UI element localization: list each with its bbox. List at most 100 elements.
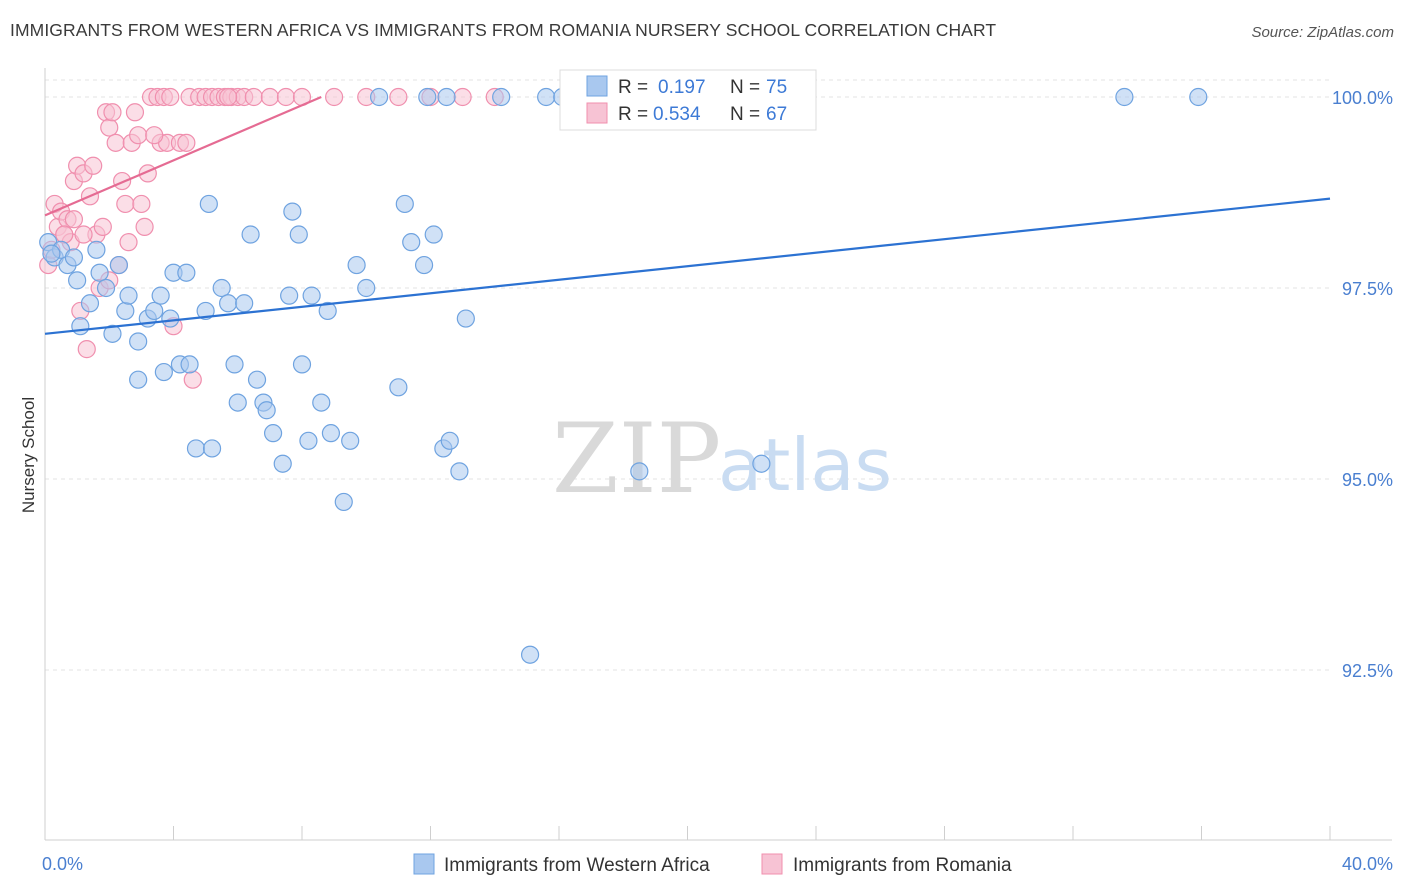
series-legend: Immigrants from Western Africa Immigrant… — [413, 853, 1012, 876]
point-romania-51 — [244, 87, 263, 107]
point-romania-24 — [116, 194, 135, 214]
y-tick-label-3: 92.5% — [1342, 661, 1393, 681]
point-romania-63 — [55, 225, 74, 244]
watermark-atlas: atlas — [718, 423, 892, 507]
series-romania-points — [39, 87, 504, 389]
point-western-africa-46 — [302, 286, 321, 305]
point-romania-57 — [389, 87, 408, 107]
point-western-africa-12 — [109, 255, 128, 275]
point-romania-53 — [276, 87, 296, 107]
point-romania-52 — [260, 87, 279, 107]
point-western-africa-45 — [299, 431, 318, 450]
point-western-africa-42 — [283, 202, 302, 221]
axes — [44, 68, 1392, 841]
point-romania-37 — [161, 87, 180, 107]
point-romania-30 — [135, 217, 154, 236]
source-credit: Source: ZipAtlas.com — [1251, 24, 1394, 41]
point-western-africa-9 — [90, 263, 109, 282]
point-romania-59 — [453, 87, 472, 107]
series-legend-swatch-blue — [413, 853, 435, 875]
point-western-africa-50 — [334, 492, 353, 512]
watermark: ZIP atlas — [552, 403, 892, 515]
point-western-africa-13 — [116, 301, 135, 321]
point-romania-21 — [106, 133, 125, 152]
point-western-africa-8 — [87, 240, 106, 259]
point-western-africa-65 — [456, 309, 475, 328]
point-western-africa-63 — [440, 431, 459, 450]
point-western-africa-34 — [235, 294, 254, 313]
point-western-africa-59 — [418, 87, 437, 107]
point-western-africa-10 — [96, 278, 116, 298]
series-legend-label-western-africa: Immigrants from Western Africa — [444, 855, 710, 876]
point-western-africa-24 — [177, 263, 196, 282]
y-axis-label: Nursery School — [19, 397, 38, 513]
point-romania-19 — [100, 118, 119, 137]
point-western-africa-49 — [321, 424, 341, 443]
point-western-africa-28 — [199, 194, 218, 214]
point-western-africa-35 — [241, 225, 260, 244]
point-western-africa-4 — [64, 248, 84, 267]
legend-n-value-2: 67 — [766, 104, 787, 125]
point-western-africa-30 — [212, 278, 231, 298]
point-romania-23 — [112, 171, 132, 191]
legend-r-label-1: R = — [618, 77, 648, 98]
point-romania-28 — [129, 126, 148, 145]
point-western-africa-32 — [225, 355, 244, 374]
point-romania-64 — [64, 210, 84, 229]
point-romania-65 — [145, 126, 164, 145]
point-western-africa-29 — [202, 439, 222, 458]
point-western-africa-70 — [630, 462, 649, 481]
point-western-africa-26 — [186, 439, 206, 458]
point-romania-66 — [219, 87, 238, 107]
series-legend-label-romania: Immigrants from Romania — [793, 855, 1012, 876]
point-romania-42 — [183, 370, 202, 389]
point-western-africa-39 — [263, 424, 283, 443]
point-western-africa-38 — [257, 401, 276, 420]
point-western-africa-54 — [370, 87, 389, 107]
point-western-africa-21 — [161, 309, 180, 328]
point-western-africa-55 — [389, 378, 408, 397]
point-western-africa-31 — [219, 294, 238, 313]
point-western-africa-60 — [424, 225, 443, 244]
watermark-zip: ZIP — [552, 403, 721, 515]
point-western-africa-18 — [145, 301, 164, 321]
point-western-africa-36 — [247, 370, 267, 389]
trend-line-western-africa — [44, 197, 1331, 335]
chart-title: IMMIGRANTS FROM WESTERN AFRICA VS IMMIGR… — [10, 20, 997, 40]
trend-line-romania — [44, 95, 322, 217]
trend-lines — [44, 95, 1331, 335]
point-western-africa-56 — [395, 194, 414, 214]
x-tick-label-1: 40.0% — [1342, 854, 1393, 874]
point-western-africa-68 — [537, 87, 556, 107]
point-western-africa-58 — [414, 255, 434, 275]
point-romania-14 — [84, 156, 103, 175]
point-western-africa-71 — [752, 454, 771, 473]
point-western-africa-11 — [103, 324, 122, 343]
legend-r-value-1: 0.197 — [658, 77, 706, 98]
point-western-africa-25 — [180, 355, 199, 374]
y-tick-labels: 100.0% 97.5% 95.0% 92.5% — [1332, 88, 1393, 681]
point-romania-55 — [325, 87, 344, 107]
x-tick-labels: 0.0% 40.0% — [42, 854, 1393, 874]
point-western-africa-48 — [318, 301, 337, 321]
legend-swatch-pink — [586, 102, 608, 124]
point-western-africa-72 — [1115, 87, 1134, 107]
point-western-africa-47 — [312, 393, 331, 412]
point-western-africa-43 — [289, 225, 308, 244]
point-romania-12 — [77, 340, 96, 359]
point-western-africa-20 — [154, 362, 173, 382]
x-tick-label-0: 0.0% — [42, 854, 83, 874]
legend-swatch-blue — [586, 75, 608, 97]
series-western-africa-points — [39, 87, 1208, 664]
point-romania-40 — [177, 133, 196, 152]
point-western-africa-73 — [1189, 87, 1208, 107]
point-western-africa-33 — [228, 393, 247, 412]
point-western-africa-19 — [151, 286, 170, 305]
legend: R = 0.197 N = 75 R = 0.534 N = 67 — [559, 69, 817, 131]
point-western-africa-74 — [42, 244, 61, 263]
legend-n-value-1: 75 — [766, 77, 787, 98]
series-legend-swatch-pink — [761, 853, 783, 875]
legend-n-label-1: N = — [730, 77, 760, 98]
point-western-africa-5 — [68, 271, 87, 290]
